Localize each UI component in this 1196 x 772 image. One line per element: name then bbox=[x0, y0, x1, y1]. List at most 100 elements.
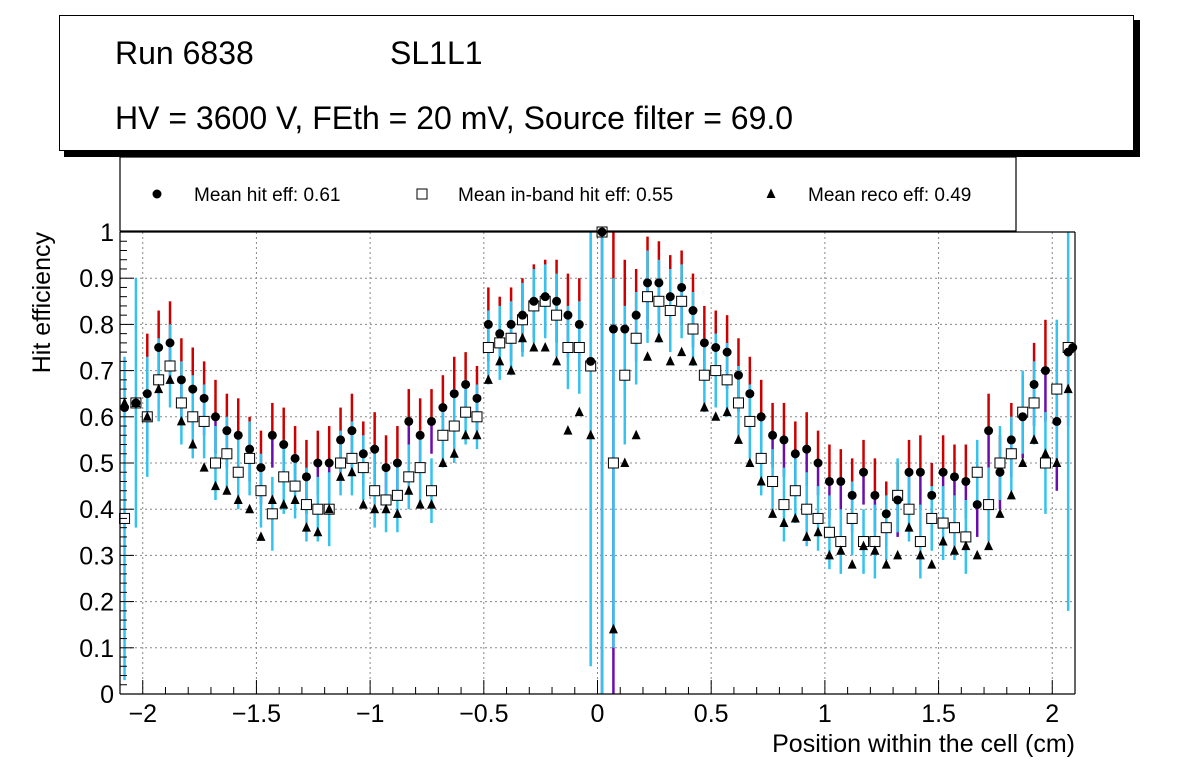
reco-point bbox=[461, 429, 471, 440]
in-band-point bbox=[187, 411, 199, 423]
in-band-point bbox=[903, 503, 915, 515]
layer-label: SL1L1 bbox=[390, 35, 483, 71]
reco-point bbox=[517, 332, 527, 343]
hit-point bbox=[904, 467, 914, 477]
in-band-point bbox=[642, 291, 654, 303]
hit-point bbox=[506, 319, 516, 329]
hit-point bbox=[1052, 416, 1062, 426]
in-band-point bbox=[937, 517, 949, 529]
in-band-point bbox=[426, 485, 438, 497]
x-tick-label: −1 bbox=[356, 700, 385, 728]
hit-point bbox=[313, 458, 323, 468]
hit-point bbox=[404, 416, 414, 426]
reco-point bbox=[824, 549, 834, 560]
in-band-point bbox=[880, 522, 892, 534]
in-band-point bbox=[357, 462, 369, 474]
hit-point bbox=[620, 324, 630, 334]
hit-point bbox=[358, 449, 368, 459]
reco-point bbox=[165, 374, 175, 384]
in-band-point bbox=[948, 522, 960, 534]
in-band-point bbox=[460, 406, 472, 418]
reco-point bbox=[893, 549, 903, 560]
in-band-point bbox=[755, 452, 767, 464]
hit-point bbox=[711, 343, 721, 352]
reco-point bbox=[915, 549, 925, 560]
reco-point bbox=[495, 355, 505, 366]
legend-marker bbox=[766, 188, 776, 198]
hit-point bbox=[1040, 366, 1050, 376]
reco-point bbox=[779, 517, 789, 528]
hit-point bbox=[472, 393, 482, 403]
reco-point bbox=[733, 434, 743, 444]
hit-point bbox=[495, 329, 505, 339]
hit-point bbox=[563, 310, 573, 320]
reco-point bbox=[472, 429, 482, 440]
reco-point bbox=[370, 503, 380, 514]
x-tick-label: 1.5 bbox=[921, 700, 956, 728]
hit-point bbox=[392, 458, 402, 468]
hit-point bbox=[699, 338, 709, 348]
y-tick-label: 0.1 bbox=[79, 635, 114, 663]
reco-point bbox=[813, 526, 823, 537]
reco-point bbox=[392, 508, 402, 518]
reco-point bbox=[938, 536, 948, 546]
in-band-point bbox=[812, 512, 824, 524]
reco-point bbox=[620, 457, 630, 467]
hit-point bbox=[995, 467, 1005, 477]
x-tick-label: 0 bbox=[591, 700, 605, 728]
reco-point bbox=[1018, 457, 1028, 467]
reco-point bbox=[927, 559, 937, 569]
reco-point bbox=[176, 415, 186, 426]
reco-point bbox=[324, 503, 334, 514]
hit-point bbox=[779, 435, 789, 445]
in-band-point bbox=[164, 360, 176, 372]
in-band-point bbox=[983, 499, 995, 511]
reco-point bbox=[552, 355, 562, 366]
reco-point bbox=[245, 503, 255, 514]
hit-point bbox=[483, 319, 493, 329]
reco-point bbox=[483, 374, 493, 384]
hit-point bbox=[665, 292, 675, 302]
y-tick-label: 0.2 bbox=[79, 589, 114, 617]
hit-point bbox=[336, 435, 346, 445]
hit-point bbox=[802, 444, 812, 454]
in-band-point bbox=[664, 305, 676, 317]
in-band-point bbox=[471, 411, 483, 423]
in-band-point bbox=[926, 512, 938, 524]
in-band-point bbox=[232, 466, 244, 478]
hit-point bbox=[859, 467, 869, 477]
hit-point bbox=[790, 449, 800, 459]
hit-point bbox=[176, 375, 186, 385]
in-band-point bbox=[448, 420, 460, 432]
reco-point bbox=[188, 439, 198, 449]
hit-point bbox=[756, 412, 766, 422]
in-band-point bbox=[801, 503, 813, 515]
reco-point bbox=[631, 429, 641, 440]
reco-point bbox=[745, 457, 755, 467]
hit-point bbox=[733, 370, 743, 380]
hit-point bbox=[211, 412, 220, 422]
hit-point bbox=[1006, 435, 1016, 445]
reco-point bbox=[790, 512, 800, 523]
reco-point bbox=[211, 480, 220, 491]
in-band-point bbox=[391, 489, 403, 501]
reco-point bbox=[961, 540, 971, 551]
in-band-point bbox=[255, 485, 267, 497]
in-band-point bbox=[835, 536, 847, 548]
in-band-point bbox=[914, 536, 926, 548]
hit-point bbox=[847, 490, 857, 500]
hit-point bbox=[915, 467, 925, 477]
in-band-point bbox=[960, 531, 972, 543]
reco-point bbox=[415, 499, 425, 509]
hit-point bbox=[517, 310, 527, 320]
in-band-point bbox=[551, 309, 563, 321]
hit-point bbox=[222, 426, 232, 436]
reco-point bbox=[506, 365, 516, 375]
reco-point bbox=[677, 346, 687, 357]
in-band-point bbox=[698, 369, 710, 381]
x-tick-label: −2 bbox=[128, 700, 157, 728]
reco-point bbox=[688, 355, 698, 366]
reco-point bbox=[267, 494, 277, 504]
reco-point bbox=[984, 540, 994, 551]
